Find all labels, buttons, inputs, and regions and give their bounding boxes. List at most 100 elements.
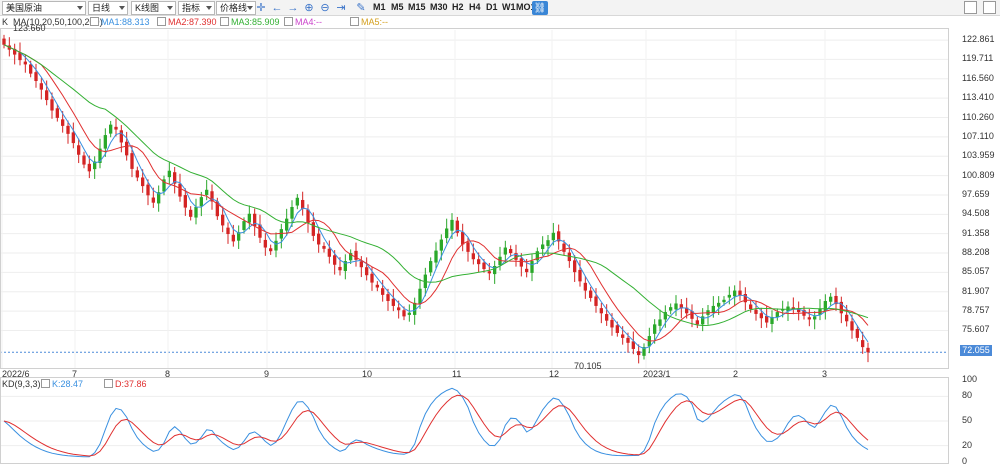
low-marker-label: 70.105 (574, 361, 602, 371)
period-m30[interactable]: M30 (430, 2, 448, 12)
candle-body (311, 222, 315, 236)
price-tick-label: 91.358 (962, 227, 990, 238)
ma3-checkbox[interactable] (220, 17, 229, 26)
candle-body (861, 340, 865, 348)
ma5-legend[interactable]: MA5:-- (350, 17, 388, 28)
restore-window-icon[interactable] (964, 1, 977, 14)
chevron-down-icon (247, 6, 253, 10)
zoom-in-icon[interactable]: ⊕ (304, 2, 314, 14)
candle-body (13, 48, 17, 55)
candle-body (39, 83, 43, 90)
candle-body (397, 307, 401, 311)
candle-body (701, 316, 705, 325)
chevron-down-icon (167, 6, 173, 10)
candle-body (306, 209, 310, 223)
candle-body (189, 209, 193, 217)
chart-type-select-value: K线图 (135, 3, 160, 13)
link-icon[interactable]: ⛓ (532, 1, 548, 15)
indicator-select[interactable]: 指标 (178, 1, 215, 15)
candle-body (445, 228, 449, 239)
candle-body (322, 245, 326, 249)
crosshair-icon[interactable]: ✛ (256, 2, 266, 14)
maximize-window-icon[interactable] (983, 1, 996, 14)
price-tick-label: 107.110 (962, 130, 994, 141)
candle-body (765, 316, 769, 323)
candle-body (631, 341, 635, 349)
candle-body (114, 126, 118, 130)
price-tick-label: 122.861 (962, 34, 995, 45)
candle-body (66, 125, 70, 134)
candle-body (2, 38, 6, 45)
candle-body (450, 219, 454, 231)
d-value: D:37.86 (115, 379, 147, 389)
candle-body (653, 324, 657, 334)
draw-pencil-icon[interactable]: ✎ (356, 2, 366, 14)
ma1-legend[interactable]: MA1:88.313 (90, 17, 150, 28)
d-line (3, 394, 869, 457)
candle-body (125, 141, 129, 156)
period-m5[interactable]: M5 (391, 2, 404, 12)
k-legend[interactable]: K:28.47 (41, 379, 83, 390)
zoom-out-icon[interactable]: ⊖ (320, 2, 330, 14)
arrow-left-icon[interactable]: ← (271, 1, 283, 14)
arrow-right-icon[interactable]: → (287, 1, 299, 14)
candle-body (418, 288, 422, 304)
period-m15[interactable]: M15 (408, 2, 426, 12)
ma4-checkbox[interactable] (284, 17, 293, 26)
ma-params-label: MA(10,20,50,100,200) (13, 17, 103, 27)
candle-body (754, 309, 758, 314)
candle-body (749, 304, 753, 310)
price-line-select[interactable]: 价格线 (216, 1, 256, 15)
candle-body (162, 179, 166, 192)
period-d1[interactable]: D1 (486, 2, 498, 12)
candle-body (461, 232, 465, 245)
period-h4[interactable]: H4 (469, 2, 481, 12)
ma2-legend[interactable]: MA2:87.390 (157, 17, 217, 28)
period-w1[interactable]: W1 (502, 2, 516, 12)
ma4-legend[interactable]: MA4:-- (284, 17, 322, 28)
candle-body (829, 296, 833, 302)
d-checkbox[interactable] (104, 379, 113, 388)
candle-body (578, 269, 582, 282)
kd-label: KD(9,3,3) (2, 379, 41, 389)
price-tick-label: 110.260 (962, 111, 994, 122)
candle-body (434, 250, 438, 263)
candle-body (82, 155, 86, 165)
candle-body (23, 61, 27, 65)
period-mo1[interactable]: MO1 (516, 2, 536, 12)
d-legend[interactable]: D:37.86 (104, 379, 147, 390)
candle-body (813, 316, 817, 320)
fit-range-icon[interactable]: ⇥ (336, 2, 346, 14)
ma5-checkbox[interactable] (350, 17, 359, 26)
ma2-checkbox[interactable] (157, 17, 166, 26)
ma1-checkbox[interactable] (90, 17, 99, 26)
k-checkbox[interactable] (41, 379, 50, 388)
symbol-select[interactable]: 美国原油 (2, 1, 86, 15)
candle-body (258, 224, 262, 238)
period-select[interactable]: 日线 (88, 1, 128, 15)
candle-body (589, 290, 593, 298)
ma3-legend[interactable]: MA3:85.909 (220, 17, 280, 28)
candle-body (594, 296, 598, 306)
candle-body (482, 262, 486, 270)
period-h2[interactable]: H2 (452, 2, 464, 12)
candle-body (546, 240, 550, 246)
candle-body (343, 261, 347, 272)
chart-type-select[interactable]: K线图 (131, 1, 176, 15)
candle-body (455, 220, 459, 233)
candle-body (327, 248, 331, 257)
candle-body (866, 347, 870, 353)
candle-body (685, 307, 689, 314)
candle-body (551, 232, 555, 241)
candle-body (466, 242, 470, 252)
chevron-down-icon (119, 6, 125, 10)
candle-body (839, 301, 843, 314)
candle-body (717, 302, 721, 307)
candle-body (407, 312, 411, 315)
candle-body (253, 213, 257, 227)
period-m1[interactable]: M1 (373, 2, 386, 12)
symbol-select-value: 美国原油 (6, 3, 43, 13)
candle-body (807, 317, 811, 320)
candle-body (610, 319, 614, 328)
